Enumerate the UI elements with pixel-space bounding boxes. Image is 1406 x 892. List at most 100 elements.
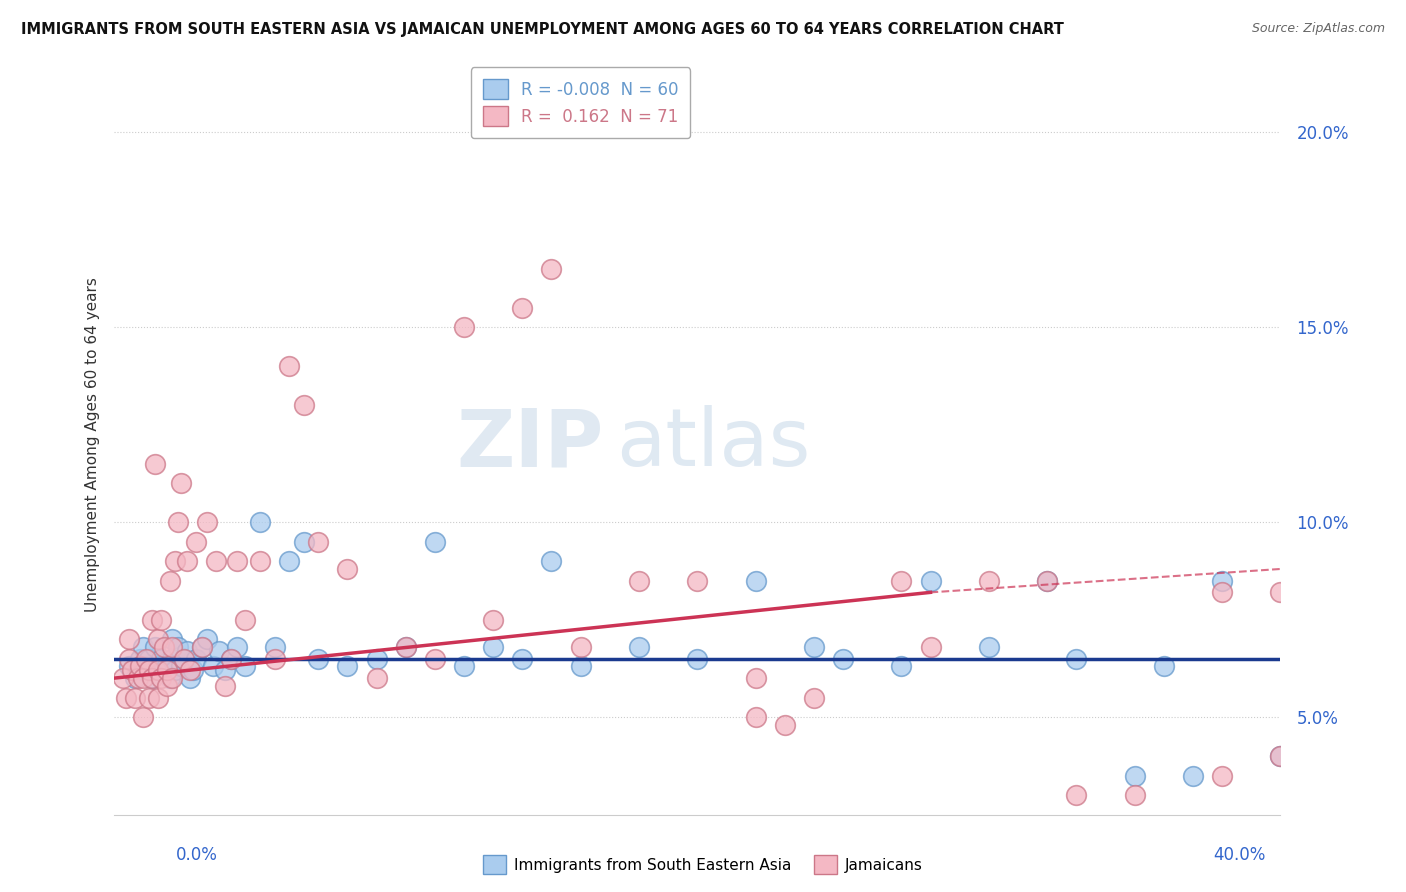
Point <box>173 651 195 665</box>
Point <box>920 574 942 588</box>
Point <box>162 632 184 647</box>
Point <box>149 651 172 665</box>
Point <box>977 640 1000 654</box>
Point <box>138 663 160 677</box>
Point <box>165 554 187 568</box>
Point <box>143 640 166 654</box>
Point <box>832 651 855 665</box>
Point <box>744 710 766 724</box>
Point <box>482 613 505 627</box>
Point <box>127 671 149 685</box>
Point <box>146 659 169 673</box>
Point <box>162 651 184 665</box>
Point <box>156 663 179 677</box>
Text: IMMIGRANTS FROM SOUTH EASTERN ASIA VS JAMAICAN UNEMPLOYMENT AMONG AGES 60 TO 64 : IMMIGRANTS FROM SOUTH EASTERN ASIA VS JA… <box>21 22 1064 37</box>
Point <box>540 261 562 276</box>
Point <box>167 515 190 529</box>
Point <box>115 690 138 705</box>
Point <box>159 574 181 588</box>
Point <box>423 534 446 549</box>
Point <box>336 659 359 673</box>
Point <box>167 640 190 654</box>
Point <box>1181 768 1204 782</box>
Point <box>219 651 242 665</box>
Point <box>1270 749 1292 764</box>
Point <box>278 359 301 374</box>
Point <box>159 671 181 685</box>
Point <box>129 659 152 673</box>
Point <box>129 651 152 665</box>
Point <box>152 663 174 677</box>
Point <box>118 651 141 665</box>
Point <box>118 659 141 673</box>
Point <box>803 640 825 654</box>
Point <box>124 690 146 705</box>
Point <box>307 534 329 549</box>
Point <box>176 554 198 568</box>
Point <box>181 663 204 677</box>
Point <box>190 640 212 654</box>
Point <box>686 574 709 588</box>
Point <box>162 640 184 654</box>
Point <box>977 574 1000 588</box>
Point <box>141 671 163 685</box>
Point <box>686 651 709 665</box>
Point <box>176 644 198 658</box>
Point <box>1153 659 1175 673</box>
Text: 40.0%: 40.0% <box>1213 846 1265 863</box>
Point <box>453 659 475 673</box>
Point <box>214 679 236 693</box>
Text: atlas: atlas <box>616 405 810 483</box>
Point <box>138 690 160 705</box>
Text: ZIP: ZIP <box>457 405 605 483</box>
Point <box>132 663 155 677</box>
Point <box>263 651 285 665</box>
Point <box>1123 788 1146 802</box>
Point <box>173 651 195 665</box>
Point <box>920 640 942 654</box>
Point <box>1123 768 1146 782</box>
Text: 0.0%: 0.0% <box>176 846 218 863</box>
Point <box>179 671 201 685</box>
Point <box>890 574 912 588</box>
Point <box>184 534 207 549</box>
Point <box>627 640 650 654</box>
Point <box>179 663 201 677</box>
Point <box>124 671 146 685</box>
Point <box>162 671 184 685</box>
Point <box>1270 585 1292 599</box>
Point <box>225 640 247 654</box>
Point <box>423 651 446 665</box>
Point <box>111 671 134 685</box>
Point <box>146 690 169 705</box>
Point <box>540 554 562 568</box>
Point <box>208 644 231 658</box>
Point <box>138 651 160 665</box>
Point <box>141 671 163 685</box>
Point <box>132 710 155 724</box>
Point <box>1036 574 1059 588</box>
Point <box>292 398 315 412</box>
Legend: R = -0.008  N = 60, R =  0.162  N = 71: R = -0.008 N = 60, R = 0.162 N = 71 <box>471 68 690 138</box>
Text: Source: ZipAtlas.com: Source: ZipAtlas.com <box>1251 22 1385 36</box>
Point <box>744 671 766 685</box>
Point <box>569 659 592 673</box>
Point <box>1064 788 1087 802</box>
Point <box>249 515 271 529</box>
Point <box>482 640 505 654</box>
Point <box>152 640 174 654</box>
Point <box>156 679 179 693</box>
Point <box>132 671 155 685</box>
Point <box>197 515 219 529</box>
Point <box>1270 749 1292 764</box>
Point <box>170 476 193 491</box>
Point <box>1211 768 1233 782</box>
Point <box>336 562 359 576</box>
Point <box>149 671 172 685</box>
Point <box>292 534 315 549</box>
Point <box>197 632 219 647</box>
Point <box>366 651 388 665</box>
Point <box>143 457 166 471</box>
Point <box>132 640 155 654</box>
Point <box>1036 574 1059 588</box>
